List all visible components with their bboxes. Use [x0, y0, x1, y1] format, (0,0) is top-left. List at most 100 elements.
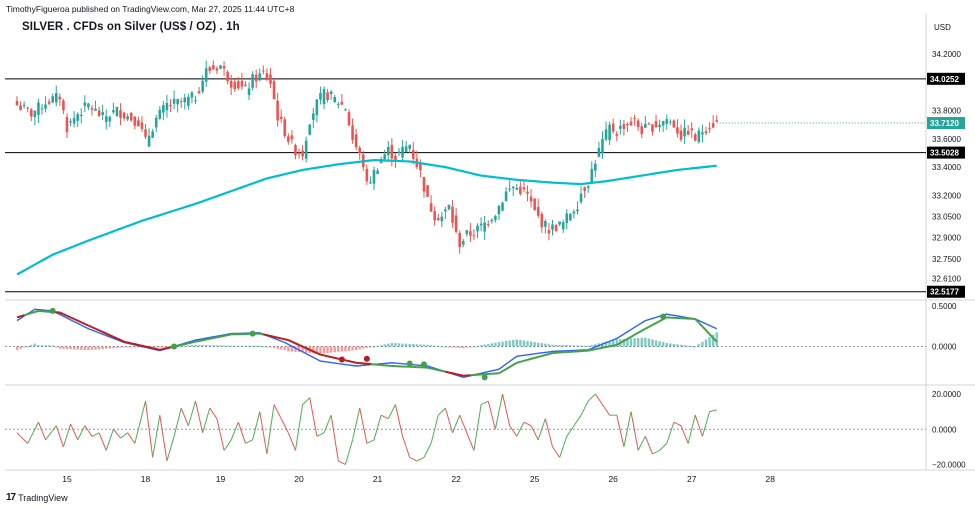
macd-histogram-bar [254, 345, 258, 347]
macd-histogram-bar [283, 346, 286, 351]
macd-histogram-bar [358, 346, 361, 350]
signal-line-segment [323, 354, 328, 358]
osc-line-segment [452, 423, 457, 433]
candle-body [679, 130, 683, 140]
signal-line-segment [548, 352, 553, 355]
candle-body [615, 133, 619, 136]
signal-line-segment [16, 315, 21, 319]
candle-body [244, 84, 247, 86]
osc-line-segment [405, 446, 411, 458]
macd-histogram-bar [379, 345, 383, 347]
macd-histogram-bar [419, 344, 422, 347]
osc-line-segment [327, 414, 332, 425]
candle-body [179, 101, 183, 103]
osc-line-segment [416, 458, 421, 462]
osc-line-segment [373, 427, 379, 440]
osc-line-segment [98, 432, 104, 442]
candle-body [454, 215, 458, 232]
macd-histogram-bar [683, 345, 686, 347]
level-tag [927, 146, 965, 159]
osc-line-segment [309, 397, 314, 418]
macd-histogram-bar [194, 344, 197, 347]
candle-body [90, 108, 94, 110]
osc-line-segment [616, 415, 621, 432]
macd-histogram-bar [654, 340, 658, 347]
candle-body [147, 135, 151, 147]
osc-line-segment [323, 423, 329, 433]
signal-line-segment [295, 342, 300, 346]
candle-body [390, 144, 394, 159]
macd-histogram-bar [694, 346, 697, 348]
osc-line-segment [437, 411, 443, 416]
osc-line-segment [669, 422, 675, 433]
cross-marker [481, 374, 488, 381]
candle-body [326, 92, 329, 101]
osc-line-segment [202, 420, 207, 433]
osc-line-segment [512, 430, 518, 437]
macd-histogram-bar [230, 345, 233, 347]
candle-body [422, 176, 426, 192]
macd-histogram-bar [465, 346, 469, 348]
signal-line-segment [166, 346, 171, 350]
cross-marker [249, 330, 256, 337]
signal-line-segment [648, 324, 653, 328]
candle-body [315, 99, 319, 116]
signal-line-segment [605, 345, 610, 349]
time-tick-label: 15 [62, 474, 72, 484]
macd-histogram-bar [33, 343, 37, 347]
signal-line-segment [163, 347, 168, 350]
time-tick-label: 26 [608, 474, 618, 484]
osc-line-segment [687, 429, 693, 444]
candle-body [647, 123, 651, 125]
candle-body [701, 132, 704, 135]
price-tick-label: 34.2000 [932, 50, 961, 59]
signal-line-segment [609, 344, 614, 348]
macd-pane [5, 307, 926, 381]
macd-histogram-bar [44, 345, 47, 347]
signal-line-segment [534, 355, 539, 359]
candle-body [529, 196, 533, 202]
macd-histogram-bar [190, 345, 194, 347]
macd-histogram-bar [390, 342, 394, 347]
candle-body [204, 68, 208, 82]
osc-line-segment [84, 425, 89, 432]
macd-histogram-bar [690, 346, 693, 348]
macd-histogram-bar [501, 341, 504, 347]
signal-line-segment [259, 332, 264, 336]
macd-histogram-bar [394, 343, 397, 347]
signal-line-segment [545, 353, 550, 356]
osc-line-segment [544, 418, 550, 433]
macd-histogram-bar [272, 346, 276, 349]
macd-histogram-bar [365, 346, 369, 348]
signal-line-segment [298, 344, 304, 348]
macd-histogram-bar [711, 334, 715, 347]
signal-line-segment [213, 336, 218, 340]
signal-line-segment [612, 343, 617, 347]
osc-line-segment [173, 422, 179, 437]
signal-line-segment [134, 343, 139, 346]
osc-line-segment [377, 415, 382, 428]
osc-line-segment [580, 407, 586, 416]
y-axis: 34.2000 33.8000 33.6000 33.4000 33.2000 33.05… [932, 50, 966, 469]
osc-line-segment [184, 416, 189, 426]
candle-body [433, 211, 436, 221]
signal-line-segment [123, 340, 128, 344]
osc-line-segment [519, 421, 525, 430]
candle-body [287, 136, 290, 142]
signal-line-segment [291, 340, 296, 345]
currency-label: USD [934, 23, 951, 32]
macd-histogram-bar [540, 343, 543, 347]
signal-line-segment [527, 357, 532, 361]
osc-line-segment [655, 449, 660, 453]
candle-body [508, 188, 511, 190]
tradingview-logo[interactable]: 17 TradingView [6, 492, 68, 503]
candle-body [536, 206, 540, 216]
macd-histogram-bar [130, 346, 133, 348]
osc-line-segment [566, 430, 571, 437]
signal-line-segment [445, 370, 450, 374]
macd-histogram-bar [679, 344, 683, 347]
candle-body [319, 93, 322, 100]
macd-histogram-bar [383, 344, 386, 347]
candle-body [69, 121, 72, 123]
